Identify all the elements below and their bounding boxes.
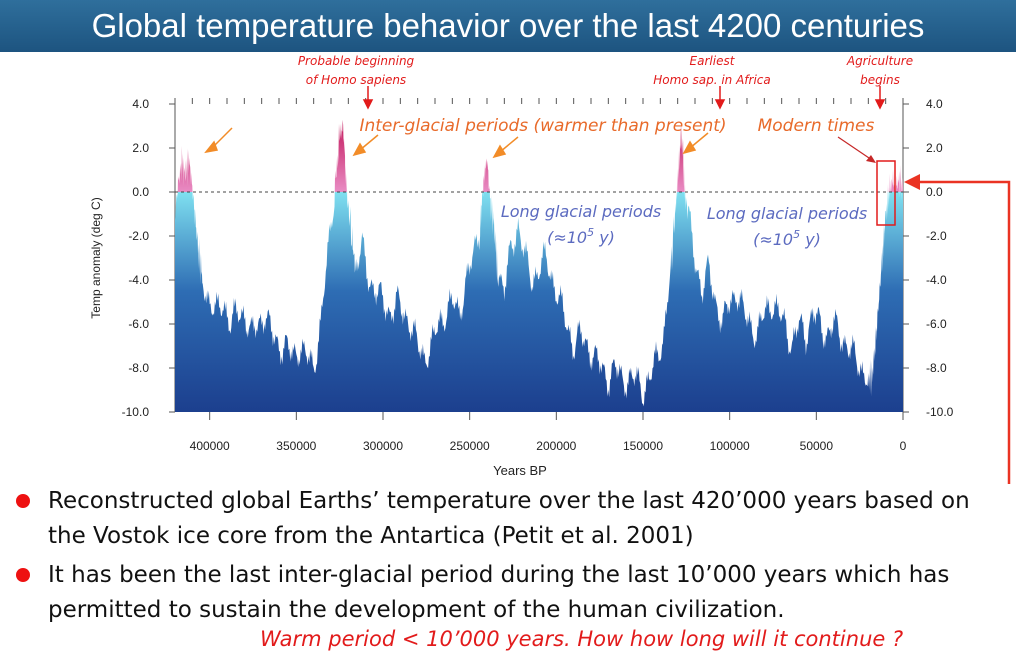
x-tick-label: 300000	[363, 439, 403, 453]
y-tick-label-left: 0.0	[132, 185, 149, 199]
warm-period-note: Warm period < 10’000 years. How how long…	[260, 627, 904, 651]
glacial-years-2-unit: y)	[800, 230, 821, 249]
x-tick-label: 100000	[710, 439, 750, 453]
bullet-list: Reconstructed global Earths’ temperature…	[14, 484, 1014, 632]
x-axis-label: Years BP	[493, 463, 547, 478]
y-tick-label-right: 0.0	[926, 185, 943, 199]
bullet-text: It has been the last inter-glacial perio…	[48, 562, 950, 623]
y-tick-label-left: 4.0	[132, 97, 149, 111]
x-tick-label: 250000	[450, 439, 490, 453]
x-tick-label: 150000	[623, 439, 663, 453]
homo-sapiens-label-2: of Homo sapiens	[306, 73, 406, 87]
glacial-years-1-exp: 5	[587, 226, 594, 239]
y-tick-label-right: 2.0	[926, 141, 943, 155]
y-tick-label-left: -4.0	[128, 273, 149, 287]
agriculture-label-1: Agriculture	[846, 54, 913, 68]
x-tick-label: 0	[900, 439, 907, 453]
y-tick-label-left: -2.0	[128, 229, 149, 243]
x-axis: 400000 350000 300000 250000 200000 150000 1000…	[174, 98, 907, 453]
earliest-arrowhead	[714, 99, 726, 110]
red-connector-arrowhead	[904, 174, 920, 190]
homo-sapiens-label-1: Probable beginning	[298, 54, 415, 68]
bullet-item: Reconstructed global Earths’ temperature…	[14, 484, 1014, 554]
y-axis-label: Temp anomaly (deg C)	[89, 197, 103, 318]
y-tick-label-right: -2.0	[926, 229, 947, 243]
glacial-years-1-base: (≈10	[547, 228, 587, 247]
homo-sapiens-arrowhead	[362, 99, 374, 110]
interglacial-arrowhead-3	[492, 144, 507, 159]
interglacial-label: Inter-glacial periods (warmer than prese…	[359, 116, 726, 136]
glacial-label-1: Long glacial periods	[501, 202, 661, 221]
x-tick-label: 350000	[276, 439, 316, 453]
glacial-years-1: (≈105 y)	[547, 226, 615, 247]
glacial-years-2-base: (≈10	[753, 230, 793, 249]
interglacial-arrowhead-4	[682, 140, 697, 155]
x-tick-label: 400000	[190, 439, 230, 453]
interglacial-arrowhead-1	[204, 140, 219, 154]
y-axis-right: 4.0 2.0 0.0 -2.0 -4.0 -6.0 -8.0 -10.0	[903, 97, 954, 419]
modern-times-arrow	[837, 136, 873, 161]
x-tick-label: 200000	[536, 439, 576, 453]
red-connector-line	[918, 180, 1011, 484]
y-tick-label-left: -10.0	[122, 405, 150, 419]
interglacial-arrowhead-2	[352, 142, 367, 157]
temperature-area	[175, 119, 903, 412]
page-title: Global temperature behavior over the las…	[91, 7, 925, 44]
y-tick-label-right: -10.0	[926, 405, 954, 419]
modern-times-label: Modern times	[758, 116, 875, 136]
y-tick-label-right: -4.0	[926, 273, 947, 287]
agriculture-arrowhead	[874, 99, 886, 110]
y-tick-label-left: 2.0	[132, 141, 149, 155]
agriculture-label-2: begins	[860, 73, 900, 87]
y-tick-label-left: -6.0	[128, 317, 149, 331]
bullet-item: It has been the last inter-glacial perio…	[14, 558, 1014, 628]
earliest-label-2: Homo sap. in Africa	[653, 73, 770, 87]
earliest-label-1: Earliest	[690, 54, 736, 68]
modern-times-arrowhead	[866, 155, 876, 163]
glacial-label-2: Long glacial periods	[707, 204, 867, 223]
x-tick-label: 50000	[800, 439, 834, 453]
bullet-text: Reconstructed global Earths’ temperature…	[48, 488, 970, 549]
y-tick-label-right: 4.0	[926, 97, 943, 111]
bullet-dot-icon	[16, 568, 30, 582]
glacial-years-2-exp: 5	[793, 228, 800, 241]
y-axis-left: 4.0 2.0 0.0 -2.0 -4.0 -6.0 -8.0 -10.0	[122, 97, 175, 419]
glacial-years-1-unit: y)	[594, 228, 615, 247]
modern-times-box	[876, 160, 896, 226]
title-bar: Global temperature behavior over the las…	[0, 0, 1016, 52]
y-tick-label-left: -8.0	[128, 361, 149, 375]
y-tick-label-right: -8.0	[926, 361, 947, 375]
temperature-area-glacial	[175, 192, 903, 412]
y-tick-label-right: -6.0	[926, 317, 947, 331]
temperature-chart: 4.0 2.0 0.0 -2.0 -4.0 -6.0 -8.0 -10.0 4.0 2.0 0.0…	[89, 54, 1011, 484]
bullet-dot-icon	[16, 494, 30, 508]
glacial-years-2: (≈105 y)	[753, 228, 821, 249]
